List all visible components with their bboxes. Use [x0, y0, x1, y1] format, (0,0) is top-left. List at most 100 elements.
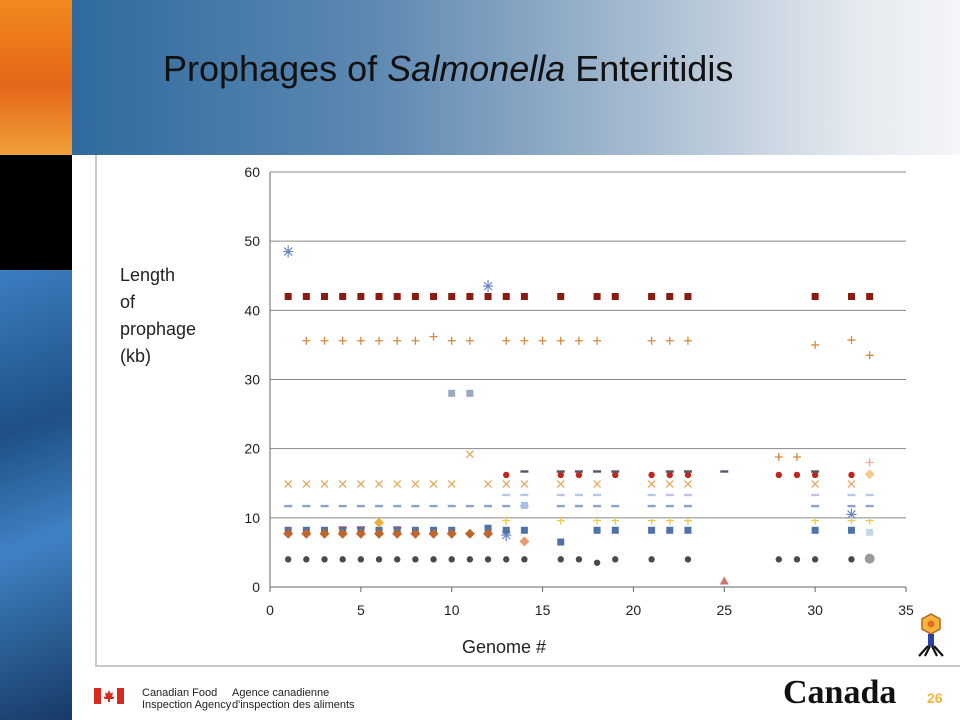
data-point: [283, 528, 294, 539]
slide-title: Prophages of Salmonella Enteritidis: [163, 48, 733, 90]
data-point: [338, 479, 347, 488]
canada-flag-icon: [94, 688, 124, 704]
data-point: [665, 516, 674, 525]
data-point: [683, 336, 692, 345]
data-point: [557, 538, 565, 546]
data-point: [284, 556, 292, 563]
data-point: [593, 504, 602, 508]
data-point: [665, 470, 674, 473]
data-point: [666, 293, 674, 300]
data-point: [520, 293, 528, 300]
data-point: [611, 516, 620, 525]
data-point: [847, 336, 856, 345]
y-axis-label-line: prophage: [120, 319, 197, 339]
data-point: [302, 293, 310, 300]
black-block: [0, 155, 72, 270]
x-tick-labels: 0 5 10 15 20 25 30 35: [266, 602, 914, 618]
data-point: [866, 528, 874, 536]
data-point: [484, 504, 493, 508]
y-axis-label-line: of: [120, 292, 136, 312]
data-point: [593, 493, 602, 497]
data-point: [447, 504, 456, 508]
data-point: [356, 504, 365, 508]
data-point: [665, 493, 674, 497]
y-axis-label: Length of prophage (kb): [120, 262, 230, 370]
data-point: [575, 471, 583, 479]
data-point: [357, 293, 365, 300]
data-point: [356, 336, 365, 345]
data-point: [464, 528, 475, 539]
orange-block: [0, 0, 72, 155]
title-part-1: Prophages of: [163, 48, 388, 89]
left-decorative-strip: [0, 0, 72, 720]
data-point: [502, 493, 511, 497]
data-point: [811, 556, 819, 563]
title-banner: [72, 0, 960, 155]
chart-frame: [95, 155, 960, 667]
data-point: [574, 336, 583, 345]
data-point: [774, 452, 783, 461]
data-point: [556, 470, 565, 473]
data-point: [448, 293, 456, 300]
data-point: [647, 516, 656, 525]
data-point: [556, 516, 565, 525]
data-point: [520, 470, 529, 473]
data-point: [811, 504, 820, 508]
data-point: [683, 504, 692, 508]
data-point: [865, 504, 874, 508]
data-point: [466, 556, 474, 563]
data-point: [593, 336, 602, 345]
data-point: [465, 504, 474, 508]
data-point: [484, 524, 492, 532]
gridlines: [270, 171, 906, 519]
data-point: [394, 556, 401, 563]
data-point: [847, 504, 856, 508]
data-point: [483, 280, 494, 293]
data-point: [448, 556, 455, 563]
data-point: [793, 556, 801, 563]
data-point: [393, 479, 402, 488]
y-tick-label: 20: [244, 441, 260, 457]
data-point: [792, 452, 801, 461]
data-point: [556, 504, 565, 508]
data-point: [593, 470, 602, 473]
data-point: [375, 336, 384, 345]
data-point: [375, 293, 383, 300]
data-point: [647, 493, 656, 497]
data-point: [375, 556, 383, 563]
bacteriophage-icon: [918, 613, 944, 657]
data-point: [465, 336, 474, 345]
data-point: [284, 293, 292, 300]
data-point: [811, 493, 820, 497]
data-point: [665, 336, 674, 345]
data-point: [519, 536, 530, 547]
data-point: [648, 293, 656, 300]
data-point: [520, 336, 529, 345]
data-point: [430, 556, 437, 563]
data-point: [811, 526, 819, 534]
data-point: [719, 576, 729, 585]
data-point: [338, 504, 347, 508]
data-point: [556, 493, 565, 497]
data-point: [502, 293, 510, 300]
data-point: [848, 556, 855, 563]
x-tick-label: 10: [444, 602, 460, 618]
data-point: [683, 470, 692, 473]
data-point: [393, 336, 402, 345]
data-points: [283, 245, 875, 585]
data-point: [503, 471, 510, 479]
data-point: [647, 479, 656, 488]
data-point: [446, 528, 457, 539]
data-point: [321, 556, 328, 563]
data-point: [847, 479, 856, 488]
data-point: [520, 501, 528, 509]
data-point: [684, 526, 692, 534]
data-point: [612, 556, 619, 563]
data-point: [521, 556, 528, 563]
data-point: [448, 389, 456, 397]
y-tick-label: 10: [244, 510, 260, 526]
footer: Canadian Food Inspection Agency Agence c…: [72, 668, 960, 720]
data-point: [811, 471, 819, 479]
data-point: [302, 336, 311, 345]
data-point: [411, 504, 420, 508]
